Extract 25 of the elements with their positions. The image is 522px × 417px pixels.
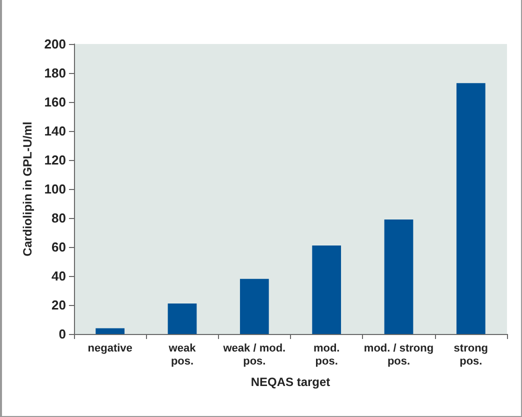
y-tick-label: 60	[52, 240, 66, 254]
y-tick-label: 160	[44, 94, 66, 110]
bar	[168, 304, 197, 334]
y-tick-label: 180	[44, 66, 66, 80]
x-tick-label: mod. / strong pos.	[364, 342, 434, 368]
y-tick-label: 40	[52, 268, 66, 284]
y-tick-label: 120	[44, 152, 66, 168]
x-axis-title: NEQAS target	[250, 375, 330, 389]
y-tick-label: 100	[44, 182, 66, 196]
bar	[456, 83, 486, 334]
bar	[240, 278, 269, 334]
y-tick-label: 20	[52, 298, 66, 312]
y-axis-title: Cardiolipin in GPL-U/ml	[20, 122, 34, 256]
y-tick-label: 0	[58, 326, 66, 342]
y-tick-label: 200	[44, 36, 66, 52]
x-tick-label: mod. pos.	[313, 342, 340, 368]
x-tick-label: negative	[88, 342, 132, 354]
bar	[96, 328, 125, 334]
bar	[384, 219, 414, 334]
y-tick-label: 80	[52, 210, 66, 226]
y-tick-label: 140	[44, 124, 66, 138]
x-tick-label: strong pos.	[454, 342, 488, 368]
x-tick-label: weak pos.	[168, 342, 197, 368]
bar	[312, 246, 342, 334]
x-tick-label: weak / mod. pos.	[222, 342, 286, 368]
